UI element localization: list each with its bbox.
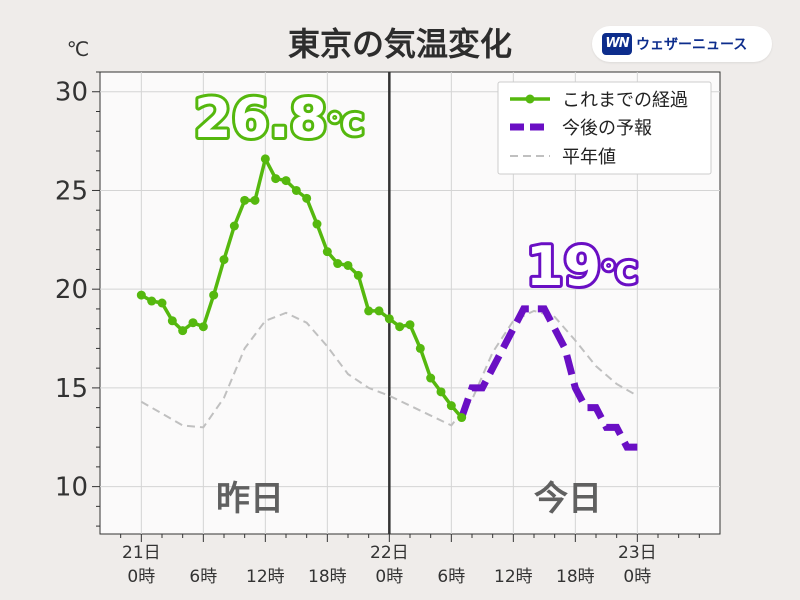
observed-point bbox=[302, 193, 312, 203]
x-tick-label: 18時 bbox=[556, 567, 595, 587]
observed-point bbox=[219, 255, 229, 265]
series-forecast-line bbox=[458, 305, 638, 451]
brand-badge: WN ウェザーニュース bbox=[592, 26, 772, 62]
observed-point bbox=[322, 247, 332, 257]
x-tick-label: 6時 bbox=[437, 567, 465, 587]
x-tick-label: 12時 bbox=[246, 567, 285, 587]
y-axis-unit: ℃ bbox=[67, 37, 89, 61]
observed-point bbox=[136, 290, 146, 300]
observed-point bbox=[333, 259, 343, 269]
observed-point bbox=[426, 373, 436, 383]
y-tick-label: 25 bbox=[55, 176, 88, 206]
legend-label-observed: これまでの経過 bbox=[562, 90, 688, 111]
observed-point bbox=[240, 195, 250, 205]
y-tick-label: 20 bbox=[55, 275, 88, 305]
label-today: 今日 bbox=[534, 479, 602, 519]
y-tick-label: 30 bbox=[55, 78, 88, 108]
observed-point bbox=[436, 387, 446, 397]
legend-label-forecast: 今後の予報 bbox=[562, 118, 652, 139]
x-tick-label: 6時 bbox=[189, 567, 217, 587]
observed-point bbox=[281, 176, 291, 186]
observed-point bbox=[353, 270, 363, 280]
observed-point bbox=[312, 219, 322, 229]
x-tick-label: 23日 0時 bbox=[618, 543, 657, 587]
observed-point bbox=[198, 322, 208, 332]
observed-point bbox=[250, 195, 260, 205]
x-tick-label: 21日 0時 bbox=[122, 543, 161, 587]
observed-point bbox=[446, 401, 456, 411]
brand-logo: WN bbox=[602, 33, 632, 55]
legend-box bbox=[497, 81, 712, 175]
observed-point bbox=[364, 306, 374, 316]
max-temp-annotation: 26.8℃ bbox=[194, 87, 364, 150]
observed-point bbox=[260, 154, 270, 164]
observed-point bbox=[395, 322, 405, 332]
observed-point bbox=[209, 290, 219, 300]
observed-point bbox=[178, 326, 188, 336]
series-normal-line bbox=[140, 309, 638, 429]
observed-point bbox=[271, 174, 281, 184]
label-yesterday: 昨日 bbox=[216, 479, 284, 519]
observed-points bbox=[136, 154, 467, 423]
observed-point bbox=[374, 306, 384, 316]
chart-title: 東京の気温変化 bbox=[288, 25, 512, 63]
y-tick-label: 10 bbox=[55, 473, 88, 503]
observed-point bbox=[405, 320, 415, 330]
observed-point bbox=[384, 314, 394, 324]
x-tick-label: 22日 0時 bbox=[370, 543, 409, 587]
observed-point bbox=[229, 221, 239, 231]
y-tick-label: 15 bbox=[55, 374, 88, 404]
observed-point bbox=[343, 260, 353, 270]
x-tick-label: 12時 bbox=[494, 567, 533, 587]
observed-point bbox=[415, 343, 425, 353]
forecast-max-annotation: 19℃ bbox=[526, 235, 637, 298]
brand-name: ウェザーニュース bbox=[636, 37, 748, 53]
axis-ticks bbox=[92, 71, 700, 542]
legend-label-normal: 平年値 bbox=[562, 147, 616, 168]
observed-point bbox=[291, 185, 301, 195]
observed-point bbox=[147, 296, 157, 306]
x-tick-label: 18時 bbox=[308, 567, 347, 587]
legend-swatch-observed-point bbox=[525, 94, 535, 104]
observed-point bbox=[167, 316, 177, 326]
observed-point bbox=[188, 318, 198, 328]
observed-point bbox=[457, 413, 467, 423]
observed-point bbox=[157, 298, 167, 308]
